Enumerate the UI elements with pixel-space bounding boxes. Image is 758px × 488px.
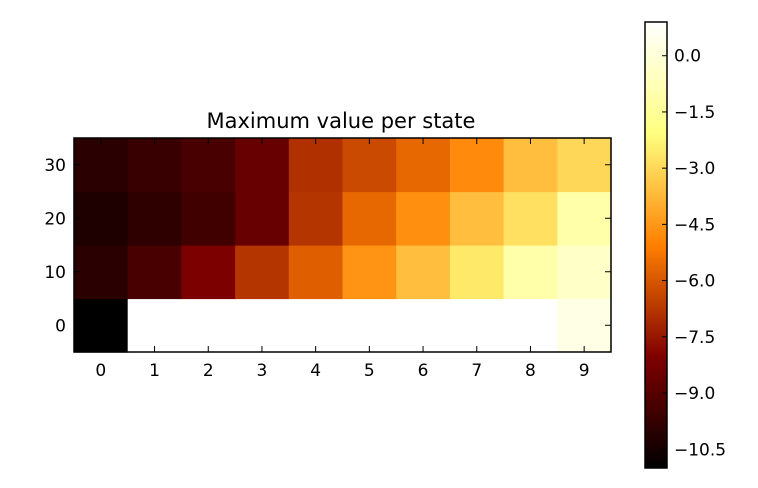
heatmap-cell [449,298,505,353]
colorbar-tick-label: 0.0 [674,47,701,67]
chart-title: Maximum value per state [207,109,476,133]
heatmap-cell [127,298,182,353]
heatmap-cell [396,191,451,246]
heatmap-cell [557,191,612,246]
heatmap-cell [127,138,182,193]
heatmap-cell [235,138,290,193]
heatmap-cell [503,298,558,353]
heatmap-cell [342,138,397,193]
heatmap-cell [557,138,612,193]
colorbar-tick-label: −1.5 [674,103,715,123]
heatmap-cell [288,245,344,300]
heatmap-cell [396,245,451,300]
heatmap-cell [181,245,236,300]
colorbar-tick-label: −7.5 [674,328,715,348]
y-tick-label: 0 [55,316,66,336]
colorbar-tick-label: −4.5 [674,215,715,235]
heatmap-cell [181,298,236,353]
x-tick-label: 7 [471,361,482,381]
heatmap-cell [288,138,344,193]
y-tick-label: 30 [44,156,66,176]
colorbar-axis: 0.0 −1.5 −3.0 −4.5 −6.0 −7.5 −9.0 −10.5 [662,47,726,460]
heatmap-cell [235,298,290,353]
heatmap-cell [557,298,612,353]
heatmap-cell [181,138,236,193]
y-tick-label: 20 [44,209,66,229]
x-tick-label: 8 [525,361,536,381]
x-tick-label: 3 [257,361,268,381]
heatmap-cell [449,191,505,246]
x-tick-label: 1 [149,361,160,381]
x-tick-label: 2 [203,361,214,381]
colorbar-tick-label: −3.0 [674,159,715,179]
heatmap-cell [74,191,129,246]
heatmap-cell [342,245,397,300]
heatmap-cell [342,298,397,353]
x-tick-label: 4 [310,361,321,381]
heatmap-cell [74,138,129,193]
colorbar-tick-label: −9.0 [674,384,715,404]
x-axis: 0 1 2 3 4 5 6 7 8 9 [95,138,590,381]
x-tick-label: 5 [364,361,375,381]
colorbar-tick-label: −10.5 [674,440,726,460]
x-tick-label: 6 [418,361,429,381]
heatmap-cell [503,245,558,300]
heatmap-cell [127,245,182,300]
heatmap-cell [288,191,344,246]
x-tick-label: 9 [579,361,590,381]
x-tick-label: 0 [95,361,106,381]
heatmap-cell [74,298,129,353]
heatmap-cell [181,191,236,246]
plot-frame [73,137,612,353]
y-tick-label: 10 [44,263,66,283]
heatmap-cell [342,191,397,246]
heatmap-cell [557,245,612,300]
colorbar-tick-label: −6.0 [674,272,715,292]
heatmap-cell [503,191,558,246]
heatmap-cell [127,191,182,246]
colorbar [644,21,668,469]
heatmap-cell [288,298,344,353]
heatmap-cell [74,245,129,300]
heatmap-cell [449,138,505,193]
heatmap-cell [449,245,505,300]
heatmap-cell [235,191,290,246]
heatmap-cells [74,138,612,353]
heatmap-cell [503,138,558,193]
heatmap-cell [396,298,451,353]
y-axis: 0 10 20 30 [44,156,611,336]
heatmap-cell [235,245,290,300]
heatmap-cell [396,138,451,193]
